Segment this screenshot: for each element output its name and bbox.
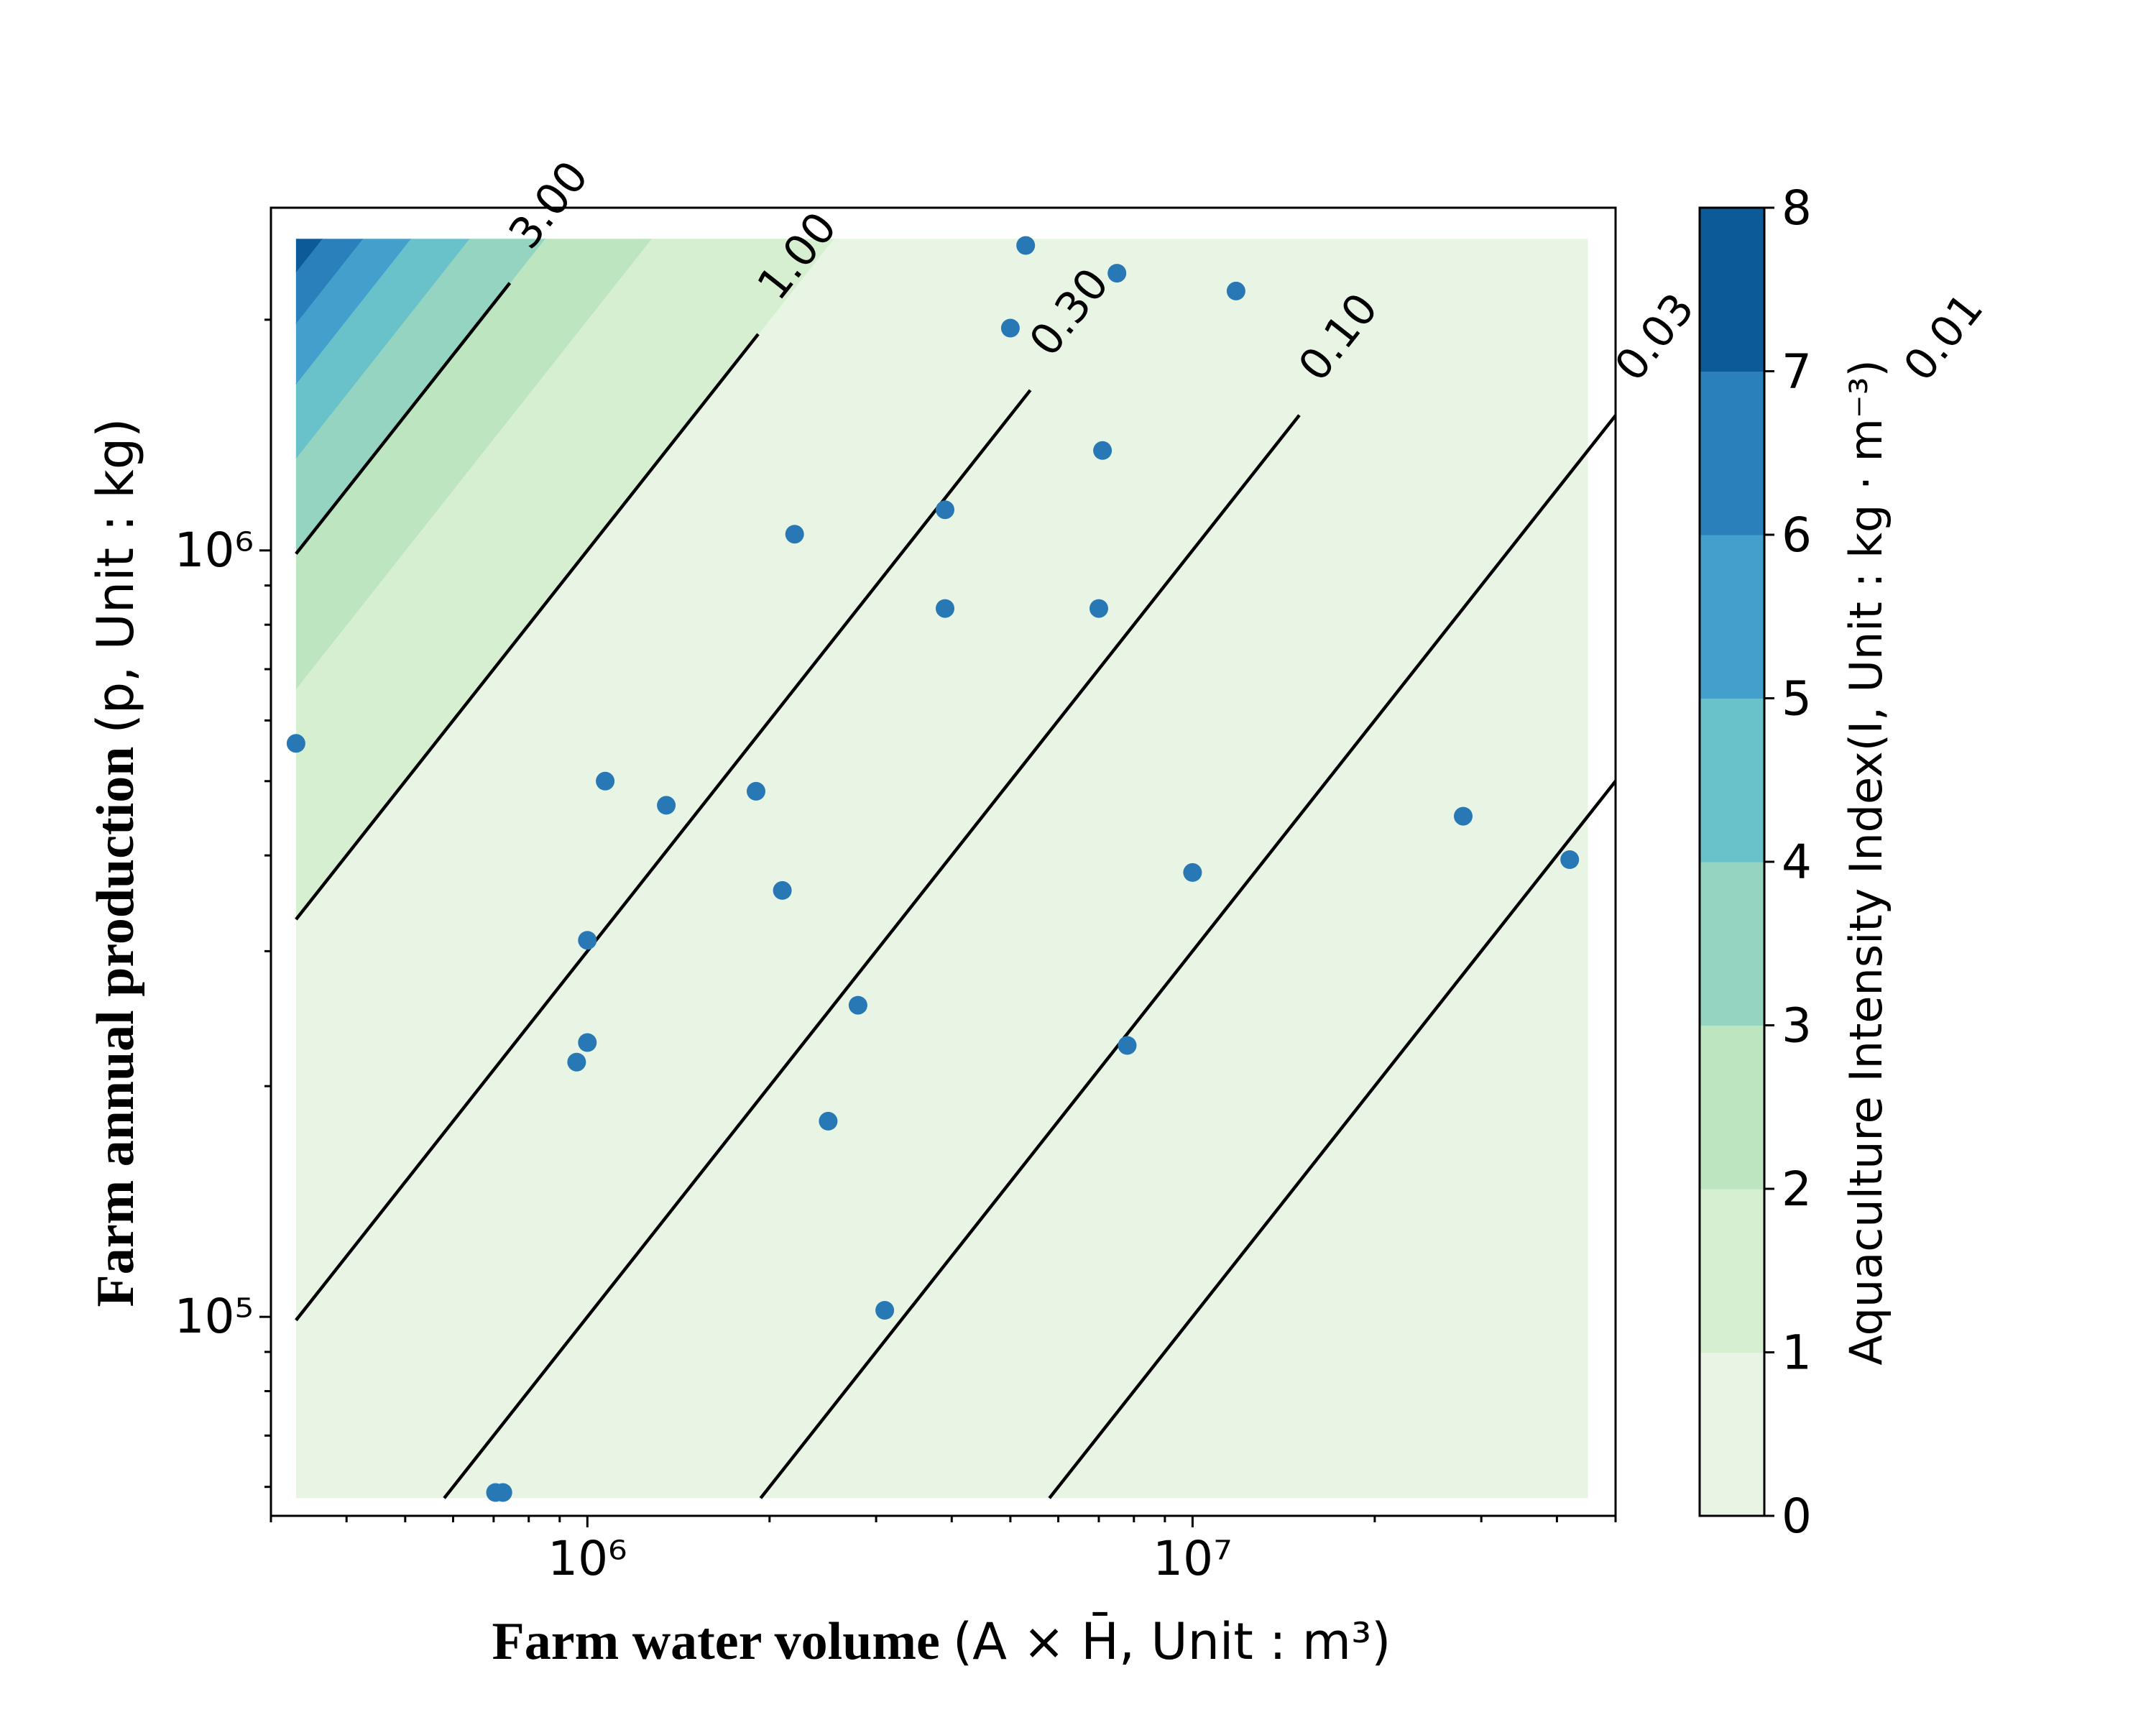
colorbar-band [1700, 535, 1764, 699]
colorbar-band [1700, 208, 1764, 372]
colorbar-tick-label: 3 [1782, 998, 1812, 1054]
contour-band [295, 239, 470, 459]
colorbar-tick-label: 2 [1782, 1162, 1812, 1217]
x-tick-label: 10⁶ [548, 1531, 627, 1586]
scatter-point [1016, 236, 1036, 255]
colorbar-tick-label: 4 [1782, 834, 1812, 890]
scatter-point [578, 1033, 597, 1052]
scatter-point [785, 525, 804, 544]
scatter-point [657, 796, 676, 815]
colorbar-band [1700, 698, 1764, 862]
scatter-point [1107, 264, 1127, 283]
scatter-point [747, 781, 765, 801]
x-axis-title-text: Farm water volume [492, 1612, 940, 1671]
contour-line [443, 414, 1301, 1499]
colorbar-ticks: 0 1 2 3 4 5 6 7 8 [1764, 180, 1812, 1544]
colorbar [1698, 206, 1766, 1517]
colorbar-band [1700, 1352, 1764, 1517]
scatter-point [1454, 806, 1473, 826]
x-tick-label: 10⁷ [1153, 1531, 1232, 1586]
contour-label: 0.01 [1894, 284, 1994, 390]
scatter-point [1118, 1036, 1137, 1055]
x-axis-ticks: 10⁶ 10⁷ [270, 1516, 1617, 1586]
y-axis-title: Farm annual production (p, Unit : kg) [86, 418, 145, 1307]
colorbar-tick-label: 7 [1782, 344, 1812, 400]
x-axis-title-units: (A × H̄, Unit : m³) [953, 1611, 1391, 1671]
contour-line [759, 414, 1616, 1499]
scatter-point [567, 1052, 586, 1072]
y-tick-label: 10⁵ [175, 1289, 254, 1344]
axes-frame [270, 206, 1617, 1517]
contour-band [295, 239, 323, 272]
scatter-point [936, 599, 954, 618]
scatter-point [848, 995, 867, 1015]
scatter-point [1093, 441, 1112, 460]
colorbar-tick-label: 5 [1782, 671, 1812, 727]
scatter-point [1089, 599, 1108, 618]
scatter-point [1226, 281, 1245, 300]
colorbar-band [1700, 1189, 1764, 1353]
contour-band [295, 239, 411, 385]
colorbar-title: Aquaculture Intensity Index(I, Unit : kg… [1840, 359, 1892, 1365]
y-axis-title-text: Farm annual production [86, 747, 145, 1307]
scatter-point [773, 880, 792, 900]
scatter-point [493, 1483, 512, 1502]
contour-line [295, 282, 512, 555]
contour-line [295, 333, 760, 921]
x-axis-title: Farm water volume (A × H̄, Unit : m³) [492, 1611, 1391, 1671]
y-axis-title-units: (p, Unit : kg) [86, 418, 145, 734]
scatter-point [578, 931, 597, 950]
colorbar-tick-label: 6 [1782, 507, 1812, 563]
colorbar-band [1700, 371, 1764, 535]
contour-line [295, 389, 1032, 1322]
colorbar-tick-label: 8 [1782, 180, 1812, 236]
scatter-point [936, 500, 954, 520]
contour-label: 0.03 [1606, 284, 1705, 390]
contour-lines [295, 282, 1616, 1499]
colorbar-tick-label: 1 [1782, 1325, 1812, 1381]
colorbar-band [1700, 862, 1764, 1026]
scatter-point [286, 734, 305, 753]
colorbar-tick-label: 0 [1782, 1489, 1812, 1544]
y-tick-label: 10⁶ [175, 523, 254, 578]
contour-line [1048, 778, 1616, 1499]
data-points [286, 236, 1580, 1502]
y-axis-ticks: 10⁵ 10⁶ [175, 318, 271, 1489]
scatter-point [1000, 318, 1020, 338]
colorbar-band [1700, 1025, 1764, 1190]
scatter-point [819, 1111, 838, 1131]
scatter-point [596, 771, 615, 791]
contour-band [295, 239, 364, 324]
scatter-point [875, 1301, 895, 1320]
scatter-point [1183, 862, 1202, 882]
scatter-point [1560, 850, 1580, 869]
